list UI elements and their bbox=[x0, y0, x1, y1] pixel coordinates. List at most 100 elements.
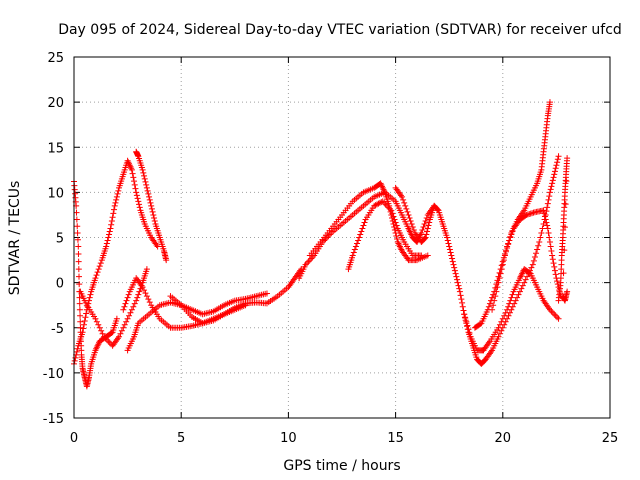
data-point bbox=[543, 219, 550, 226]
series-arc-h bbox=[296, 153, 562, 367]
series-arc-g bbox=[167, 266, 305, 327]
data-point bbox=[549, 252, 556, 259]
data-point bbox=[423, 214, 430, 221]
data-point bbox=[106, 228, 113, 235]
data-point bbox=[351, 246, 358, 253]
data-point bbox=[124, 294, 131, 301]
y-tick-label: -10 bbox=[43, 367, 64, 382]
data-point bbox=[456, 285, 463, 292]
data-point bbox=[71, 357, 78, 364]
data-point bbox=[355, 237, 362, 244]
data-point bbox=[496, 321, 503, 328]
data-point bbox=[554, 159, 561, 166]
data-point bbox=[536, 239, 543, 246]
data-point bbox=[81, 321, 88, 328]
data-point bbox=[116, 333, 123, 340]
data-point bbox=[112, 199, 119, 206]
data-point bbox=[548, 183, 555, 190]
data-point bbox=[495, 333, 502, 340]
data-point bbox=[358, 228, 365, 235]
data-point bbox=[105, 234, 112, 241]
data-point bbox=[506, 237, 513, 244]
data-point bbox=[458, 296, 465, 303]
series-arc-a bbox=[71, 178, 120, 390]
data-point bbox=[457, 292, 464, 299]
data-point bbox=[561, 224, 568, 231]
data-point bbox=[393, 222, 400, 229]
tick-layer: 0 5 10 15 20 25 -15 -10 -5 0 5 10 15 20 25 bbox=[43, 51, 619, 446]
data-point bbox=[114, 190, 121, 197]
data-point bbox=[98, 327, 105, 334]
data-point bbox=[461, 311, 468, 318]
data-point bbox=[530, 257, 537, 264]
data-point bbox=[122, 300, 129, 307]
data-point bbox=[463, 318, 470, 325]
data-point bbox=[492, 293, 499, 300]
x-tick-label: 20 bbox=[495, 431, 512, 446]
data-point bbox=[408, 220, 415, 227]
data-point bbox=[495, 279, 502, 286]
data-point bbox=[143, 293, 150, 300]
data-point bbox=[359, 225, 366, 232]
data-point bbox=[95, 266, 102, 273]
data-point bbox=[456, 288, 463, 295]
data-point bbox=[75, 251, 82, 258]
data-point bbox=[460, 307, 467, 314]
data-point bbox=[545, 196, 552, 203]
data-point bbox=[404, 208, 411, 215]
data-point bbox=[564, 155, 571, 162]
data-point bbox=[555, 153, 562, 160]
data-point bbox=[504, 306, 511, 313]
data-point bbox=[526, 269, 533, 276]
data-point bbox=[151, 214, 158, 221]
series-arc-f bbox=[124, 290, 270, 354]
data-point bbox=[145, 296, 152, 303]
data-point bbox=[563, 178, 570, 185]
data-point bbox=[422, 217, 429, 224]
data-point bbox=[465, 326, 472, 333]
data-point bbox=[477, 320, 484, 327]
data-point bbox=[134, 294, 141, 301]
data-point bbox=[447, 249, 454, 256]
data-point bbox=[486, 300, 493, 307]
data-point bbox=[564, 288, 571, 295]
data-point bbox=[501, 312, 508, 319]
data-point bbox=[502, 309, 509, 316]
data-point bbox=[496, 269, 503, 276]
data-point bbox=[426, 219, 433, 226]
data-point bbox=[149, 208, 156, 215]
series-arc-n bbox=[489, 99, 553, 313]
data-point bbox=[145, 190, 152, 197]
data-point bbox=[360, 222, 367, 229]
data-point bbox=[356, 234, 363, 241]
data-point bbox=[410, 226, 417, 233]
data-point bbox=[539, 225, 546, 232]
data-point bbox=[146, 193, 153, 200]
data-point bbox=[546, 99, 553, 106]
data-point bbox=[485, 303, 492, 310]
data-point bbox=[120, 324, 127, 331]
y-tick-label: 25 bbox=[47, 51, 64, 66]
data-point bbox=[519, 282, 526, 289]
data-point bbox=[128, 166, 135, 173]
series-arc-c bbox=[133, 148, 170, 264]
data-point bbox=[555, 315, 562, 322]
data-point bbox=[108, 217, 115, 224]
data-point bbox=[392, 219, 399, 226]
data-point bbox=[391, 216, 398, 223]
data-point bbox=[535, 242, 542, 249]
data-point bbox=[75, 243, 82, 250]
data-point bbox=[135, 198, 142, 205]
data-point bbox=[534, 246, 541, 253]
data-point bbox=[390, 213, 397, 220]
data-point bbox=[143, 184, 150, 191]
data-point bbox=[418, 229, 425, 236]
data-point bbox=[74, 236, 81, 243]
data-point bbox=[507, 233, 514, 240]
y-tick-label: 5 bbox=[56, 232, 64, 247]
y-axis-label: SDTVAR / TECUs bbox=[7, 181, 23, 296]
data-point bbox=[420, 223, 427, 230]
data-point bbox=[142, 290, 149, 297]
data-point bbox=[151, 217, 158, 224]
data-point bbox=[503, 248, 510, 255]
